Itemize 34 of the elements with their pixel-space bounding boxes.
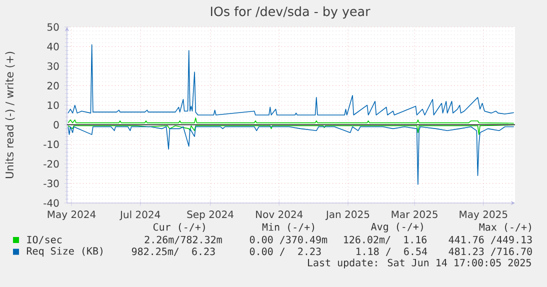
x-tick-label: Nov 2024 [256, 210, 303, 218]
x-tick-label: May 2024 [48, 210, 96, 220]
y-tick-label: 10 [48, 101, 59, 110]
legend-label: Req Size (KB) [26, 246, 102, 257]
y-axis-title: Units read (-) / write (+) [5, 52, 15, 178]
text: 1.18 / 6.54 [356, 248, 428, 256]
text: Min (-/+) [262, 223, 314, 232]
y-tick-label: 50 [47, 23, 59, 31]
text: 982.25m/ 6.23 [132, 248, 215, 256]
text: 2.26m/782.32m [144, 236, 222, 244]
y-tick-label: -40 [44, 199, 59, 207]
y-tick-label: -30 [44, 180, 59, 188]
y-tick-label: -10 [44, 140, 59, 148]
text: Max (-/+) [479, 223, 531, 232]
x-tick-label: Sep 2024 [187, 210, 234, 220]
text: Avg (-/+) [370, 222, 423, 232]
legend-label: IO/sec [27, 236, 62, 244]
x-tick-label: Jul 2024 [119, 210, 160, 220]
text: Cur (-/+) [153, 223, 205, 232]
x-tick-label: May 2025 [460, 210, 508, 220]
x-tick-label: Mar 2025 [392, 210, 438, 218]
text: Last update: Sat Jun 14 17:00:05 2025 [308, 258, 531, 268]
text: 126.02m/ 1.16 [344, 236, 427, 244]
y-tick-label: 30 [47, 62, 59, 70]
y-tick-label: 20 [47, 82, 59, 90]
x-tick-label: Jan 2025 [325, 210, 370, 220]
text: 441.76 /449.13 [448, 236, 532, 244]
y-tick-label: 40 [47, 42, 59, 50]
text: 0.00 / 2.23 [250, 248, 321, 256]
text: 0.00 /370.49m [250, 236, 328, 244]
y-tick-label: -20 [44, 160, 59, 168]
y-tick-label: 0 [54, 121, 59, 129]
text: 481.23 /716.70 [448, 248, 532, 256]
chart-title: IOs for /dev/sda - by year [210, 6, 370, 19]
